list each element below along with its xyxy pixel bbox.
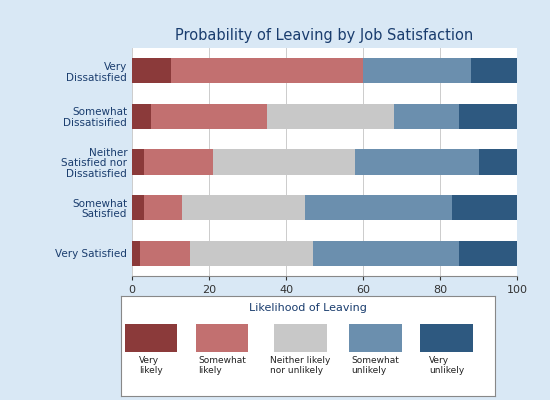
Bar	[349, 324, 402, 352]
Title: Probability of Leaving by Job Satisfaction: Probability of Leaving by Job Satisfacti…	[175, 28, 474, 43]
X-axis label: Percent of Respondents by Satisfaction: Percent of Respondents by Satisfaction	[216, 300, 433, 310]
Bar	[144, 150, 213, 174]
Bar	[125, 324, 177, 352]
Bar	[132, 195, 144, 220]
Text: Somewhat
likely: Somewhat likely	[198, 356, 246, 375]
Bar	[132, 241, 140, 266]
Bar	[132, 104, 151, 129]
Bar	[394, 104, 459, 129]
Bar	[132, 150, 144, 174]
Text: Neither likely
nor unlikely: Neither likely nor unlikely	[271, 356, 331, 375]
Bar	[144, 195, 182, 220]
Bar	[274, 324, 327, 352]
Bar	[363, 58, 471, 83]
Bar	[190, 241, 313, 266]
Bar	[132, 58, 170, 83]
Bar	[213, 150, 355, 174]
Bar	[420, 324, 472, 352]
Bar	[459, 104, 517, 129]
Bar	[471, 58, 517, 83]
Bar	[140, 241, 190, 266]
Bar	[452, 195, 517, 220]
Text: Very
unlikely: Very unlikely	[429, 356, 464, 375]
Bar	[182, 195, 305, 220]
Bar	[305, 195, 452, 220]
Bar	[170, 58, 363, 83]
Bar	[459, 241, 517, 266]
Bar	[478, 150, 517, 174]
Text: Likelihood of Leaving: Likelihood of Leaving	[249, 303, 367, 313]
Bar	[267, 104, 394, 129]
Bar	[196, 324, 248, 352]
Bar	[355, 150, 478, 174]
Text: Somewhat
unlikely: Somewhat unlikely	[351, 356, 399, 375]
Bar	[151, 104, 267, 129]
Bar	[313, 241, 459, 266]
Text: Very
likely: Very likely	[139, 356, 163, 375]
